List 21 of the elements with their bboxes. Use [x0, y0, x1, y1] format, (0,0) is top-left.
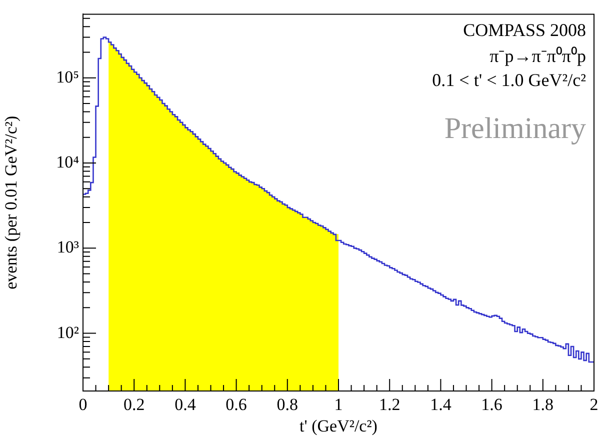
x-tick-label: 1.2: [378, 394, 400, 414]
x-tick-label: 1: [334, 394, 343, 414]
x-axis-title: t' (GeV²/c²): [300, 416, 378, 436]
y-tick-label: 10²: [56, 322, 79, 342]
x-tick-label: 1.4: [430, 394, 452, 414]
x-tick-label: 0: [78, 394, 88, 414]
annotation: 0.1 < t' < 1.0 GeV²/c²: [432, 70, 586, 90]
annotation: COMPASS 2008: [463, 20, 586, 40]
x-tick-label: 0.6: [226, 394, 247, 414]
y-tick-label: 10³: [56, 238, 79, 257]
annotation: π⁻p→π⁻π⁰π⁰p: [490, 46, 586, 66]
y-axis-title: events (per 0.01 GeV²/c²): [2, 116, 21, 290]
x-tick-label: 1.8: [532, 394, 554, 414]
x-tick-label: 1.6: [481, 394, 502, 414]
y-tick-label: 10⁵: [56, 67, 80, 86]
x-tick-label: 0.4: [174, 394, 196, 414]
x-tick-label: 0.2: [123, 394, 145, 414]
x-tick-label: 0.8: [276, 394, 298, 414]
annotation: Preliminary: [444, 112, 586, 146]
x-tick-label: 2: [590, 394, 598, 414]
y-tick-label: 10⁴: [56, 152, 80, 172]
